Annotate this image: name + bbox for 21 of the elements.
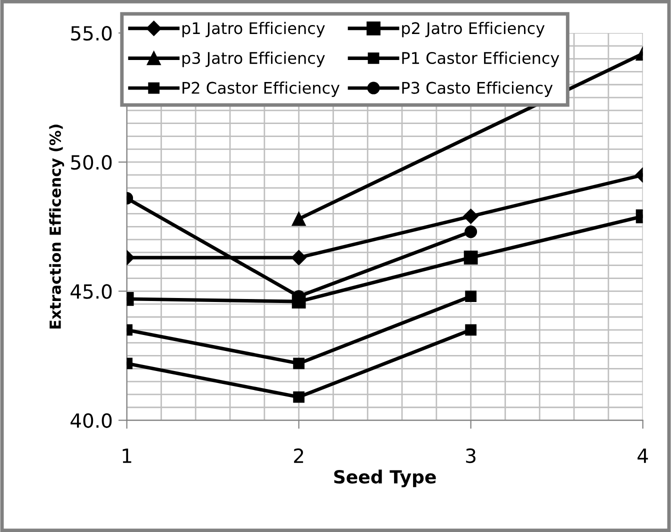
point — [464, 226, 478, 238]
legend-label: p3 Jatro Efficiency — [182, 52, 325, 68]
legend-label: P1 Castor Efficiency — [402, 52, 560, 68]
legend-label: P2 Castor Efficiency — [182, 82, 340, 97]
x-tick-label: 4 — [638, 448, 648, 463]
legend-label: p2 Jatro Efficiency — [402, 22, 545, 38]
point — [465, 290, 477, 302]
point — [293, 391, 305, 403]
y-axis-title: Extraction Efficency (%) — [49, 124, 64, 329]
x-tick-label: 3 — [466, 448, 476, 464]
x-tick-label: 1 — [122, 448, 132, 463]
point — [465, 324, 477, 336]
x-axis-title: Seed Type — [334, 470, 436, 488]
point — [293, 358, 305, 370]
legend-label: P3 Casto Efficiency — [402, 82, 553, 97]
y-tick-label: 50.0 — [71, 155, 112, 170]
x-tick-label: 2 — [294, 448, 304, 463]
y-tick-label: 55.0 — [71, 26, 112, 41]
y-tick-label: 40.0 — [70, 413, 112, 428]
y-tick-label: 45.0 — [70, 284, 112, 299]
legend-label: p1 Jatro Efficiency — [182, 22, 325, 38]
